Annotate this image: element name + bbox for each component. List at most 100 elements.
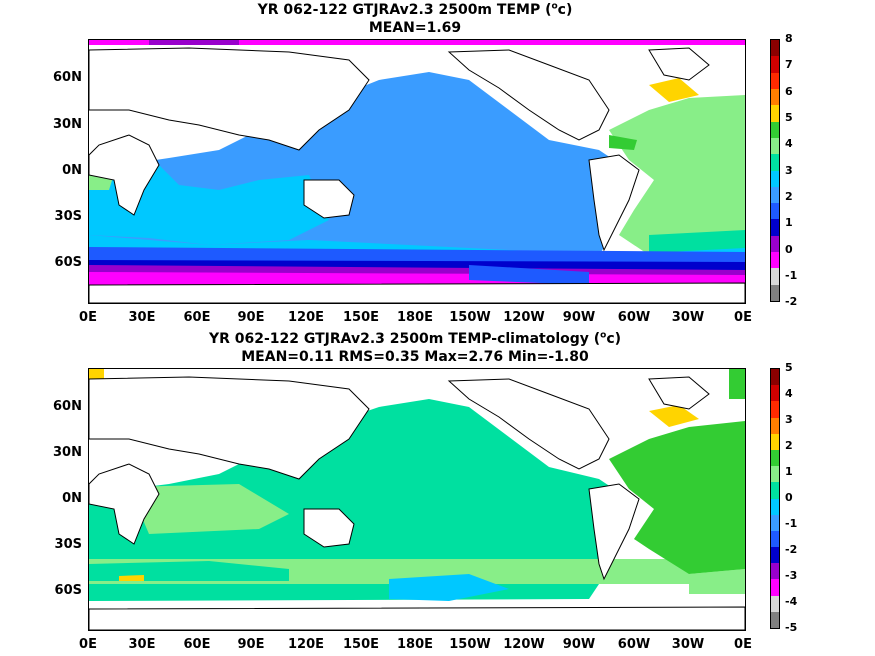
bottom-map-panel: [88, 368, 746, 631]
top-map-field: [89, 40, 745, 303]
bottom-colorbar-swatch: [771, 563, 779, 580]
bottom-y-label-0n: 0N: [62, 491, 82, 506]
top-colorbar-swatch: [771, 203, 779, 220]
bottom-colorbar-swatch: [771, 466, 779, 483]
top-colorbar-swatch: [771, 252, 779, 269]
bottom-x-label: 0E: [734, 637, 752, 652]
bottom-colorbar-swatch: [771, 433, 779, 450]
bottom-y-label-60n: 60N: [53, 399, 82, 414]
bottom-x-label: 30W: [671, 637, 705, 652]
bottom-colorbar-label: 3: [785, 413, 793, 426]
bottom-colorbar-label: -3: [785, 569, 798, 582]
top-x-label: 180E: [396, 310, 434, 325]
bottom-title-text: YR 062-122 GTJRAv2.3 2500m TEMP-climatol…: [208, 331, 601, 347]
bottom-colorbar-label: 5: [785, 361, 793, 374]
top-colorbar-swatch: [771, 72, 779, 89]
top-colorbar: [770, 39, 780, 302]
bottom-x-label: 90E: [237, 637, 265, 652]
top-x-label: 60W: [617, 310, 651, 325]
bottom-map-field: [89, 369, 745, 630]
bottom-y-label-60s: 60S: [54, 583, 82, 598]
top-colorbar-label: 7: [785, 58, 793, 71]
top-colorbar-swatch: [771, 40, 779, 57]
bottom-x-label: 0E: [79, 637, 97, 652]
top-colorbar-swatch: [771, 56, 779, 73]
top-colorbar-swatch: [771, 154, 779, 171]
top-x-label: 150E: [342, 310, 380, 325]
bottom-y-label-30s: 30S: [54, 537, 82, 552]
top-x-label: 0E: [734, 310, 752, 325]
bottom-colorbar-label: -4: [785, 595, 798, 608]
bottom-colorbar-swatch: [771, 482, 779, 499]
bottom-map-stats: MEAN=0.11 RMS=0.35 Max=2.76 Min=-1.80: [241, 349, 589, 365]
top-map-panel: [88, 39, 746, 304]
bottom-colorbar-swatch: [771, 514, 779, 531]
bottom-x-label: 150W: [449, 637, 491, 652]
top-map-stats: MEAN=1.69: [368, 20, 462, 36]
bottom-colorbar-swatch: [771, 595, 779, 612]
bottom-colorbar-swatch: [771, 530, 779, 548]
top-y-label-30s: 30S: [54, 209, 82, 224]
top-colorbar-label: 6: [785, 85, 793, 98]
bottom-colorbar-swatch: [771, 498, 779, 515]
top-x-label: 0E: [79, 310, 97, 325]
bottom-y-label-30n: 30N: [53, 445, 82, 460]
top-title-degree: o: [551, 1, 558, 12]
top-x-label: 90W: [562, 310, 596, 325]
top-title-unit: c): [557, 2, 573, 18]
top-colorbar-swatch: [771, 88, 779, 106]
top-colorbar-swatch: [771, 170, 779, 187]
bottom-title-unit: c): [606, 331, 622, 347]
bottom-map-title: YR 062-122 GTJRAv2.3 2500m TEMP-climatol…: [0, 331, 830, 348]
bottom-colorbar-label: -5: [785, 621, 798, 634]
top-y-label-0n: 0N: [62, 163, 82, 178]
top-colorbar-swatch: [771, 186, 779, 204]
top-x-label: 90E: [237, 310, 265, 325]
bottom-colorbar-label: 4: [785, 387, 793, 400]
top-colorbar-label: 3: [785, 164, 793, 177]
bottom-x-label: 120E: [287, 637, 325, 652]
top-x-label: 30E: [128, 310, 156, 325]
top-colorbar-swatch: [771, 284, 779, 301]
bottom-colorbar-swatch: [771, 385, 779, 402]
top-map-title: YR 062-122 GTJRAv2.3 2500m TEMP (oc): [0, 2, 830, 19]
bottom-x-label: 120W: [503, 637, 545, 652]
top-colorbar-swatch: [771, 105, 779, 122]
top-colorbar-swatch: [771, 235, 779, 253]
bottom-colorbar: [770, 368, 780, 629]
bottom-colorbar-swatch: [771, 401, 779, 418]
top-colorbar-label: 0: [785, 243, 793, 256]
top-x-label: 30W: [671, 310, 705, 325]
top-x-label: 150W: [449, 310, 491, 325]
bottom-colorbar-label: 2: [785, 439, 793, 452]
top-colorbar-label: 8: [785, 32, 793, 45]
bottom-colorbar-label: 1: [785, 465, 793, 478]
bottom-title-degree: o: [600, 330, 607, 341]
top-y-label-30n: 30N: [53, 117, 82, 132]
bottom-colorbar-label: -2: [785, 543, 798, 556]
bottom-x-label: 30E: [128, 637, 156, 652]
bottom-colorbar-swatch: [771, 611, 779, 628]
bottom-x-label: 150E: [342, 637, 380, 652]
bottom-x-label: 60E: [183, 637, 211, 652]
bottom-colorbar-swatch: [771, 369, 779, 386]
top-title-text: YR 062-122 GTJRAv2.3 2500m TEMP (: [257, 2, 552, 18]
top-y-label-60n: 60N: [53, 70, 82, 85]
top-colorbar-label: 2: [785, 190, 793, 203]
bottom-colorbar-swatch: [771, 417, 779, 434]
bottom-x-label: 90W: [562, 637, 596, 652]
top-colorbar-swatch: [771, 121, 779, 138]
top-x-label: 120E: [287, 310, 325, 325]
bottom-x-label: 180E: [396, 637, 434, 652]
top-colorbar-label: 1: [785, 216, 793, 229]
top-colorbar-label: 5: [785, 111, 793, 124]
top-colorbar-swatch: [771, 268, 779, 285]
top-colorbar-swatch: [771, 137, 779, 155]
top-colorbar-label: -1: [785, 269, 798, 282]
top-colorbar-swatch: [771, 219, 779, 236]
top-colorbar-label: -2: [785, 295, 798, 308]
top-x-label: 120W: [503, 310, 545, 325]
bottom-colorbar-swatch: [771, 547, 779, 564]
top-colorbar-label: 4: [785, 137, 793, 150]
bottom-colorbar-label: -1: [785, 517, 798, 530]
